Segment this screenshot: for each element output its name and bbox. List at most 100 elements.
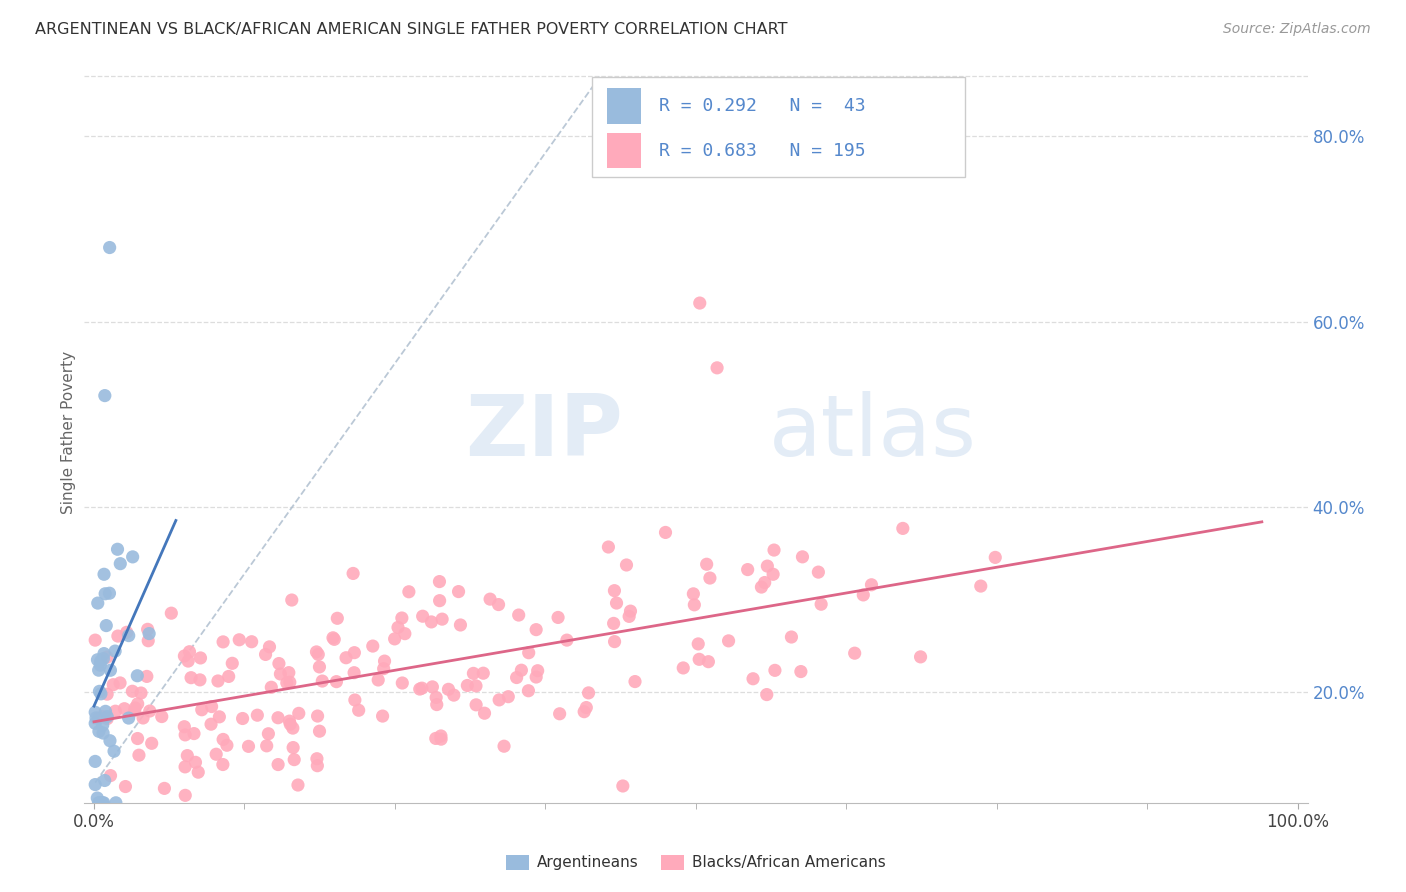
Point <box>86 791 108 805</box>
Point <box>754 575 776 590</box>
Text: atlas: atlas <box>769 391 977 475</box>
Point <box>212 757 235 772</box>
Point <box>603 634 626 648</box>
Point <box>287 778 309 792</box>
Point <box>184 756 207 770</box>
Point <box>371 709 394 723</box>
Point <box>232 712 254 726</box>
Point <box>94 389 117 403</box>
Point <box>572 705 595 719</box>
Point <box>96 712 118 726</box>
Point <box>619 604 641 618</box>
Point <box>763 664 786 678</box>
Point <box>411 681 433 695</box>
Point <box>307 648 329 662</box>
Point <box>208 710 231 724</box>
Point <box>283 753 305 767</box>
Point <box>127 731 149 746</box>
Point <box>891 521 914 535</box>
Point <box>89 658 111 673</box>
Point <box>654 525 676 540</box>
Point <box>110 557 132 571</box>
Point <box>412 609 434 624</box>
Point <box>183 726 205 740</box>
Point <box>810 597 832 611</box>
Point <box>212 635 235 649</box>
Point <box>398 584 420 599</box>
Point <box>98 586 121 600</box>
Point <box>124 701 146 715</box>
Point <box>437 682 460 697</box>
Text: ARGENTINEAN VS BLACK/AFRICAN AMERICAN SINGLE FATHER POVERTY CORRELATION CHART: ARGENTINEAN VS BLACK/AFRICAN AMERICAN SI… <box>35 22 787 37</box>
Point <box>524 623 547 637</box>
Point <box>218 669 240 683</box>
Point <box>683 598 706 612</box>
Point <box>200 717 222 731</box>
Point <box>108 676 131 690</box>
Text: ZIP: ZIP <box>465 391 623 475</box>
Point <box>94 587 117 601</box>
Point <box>342 566 364 581</box>
Point <box>100 663 122 677</box>
Point <box>322 631 344 645</box>
Point <box>612 779 634 793</box>
Point <box>852 588 875 602</box>
Point <box>555 633 578 648</box>
Point <box>87 796 110 810</box>
Point <box>176 748 198 763</box>
Point <box>488 598 510 612</box>
Point <box>103 678 125 692</box>
Point <box>177 654 200 668</box>
Point <box>430 729 453 743</box>
Point <box>84 633 107 648</box>
Point <box>420 615 443 629</box>
Point <box>118 629 141 643</box>
Point <box>281 740 304 755</box>
Point <box>335 650 357 665</box>
Point <box>127 669 149 683</box>
Point <box>136 633 159 648</box>
Point <box>107 542 129 557</box>
Point <box>447 584 470 599</box>
Point <box>174 728 197 742</box>
Point <box>790 665 813 679</box>
Point <box>98 240 121 254</box>
Point <box>688 637 710 651</box>
Point <box>174 760 197 774</box>
Point <box>479 592 502 607</box>
FancyBboxPatch shape <box>592 78 965 178</box>
Point <box>689 296 711 310</box>
Point <box>305 752 328 766</box>
Point <box>94 704 117 718</box>
Point <box>860 578 883 592</box>
Legend: Argentineans, Blacks/African Americans: Argentineans, Blacks/African Americans <box>501 848 891 877</box>
Point <box>430 612 453 626</box>
Point <box>96 618 118 632</box>
Point <box>104 796 127 810</box>
Point <box>190 651 212 665</box>
Point <box>751 580 773 594</box>
Point <box>347 703 370 717</box>
Point <box>281 721 304 735</box>
Point <box>91 796 114 810</box>
Point <box>373 662 395 676</box>
Point <box>135 669 157 683</box>
Point <box>384 632 406 646</box>
Point <box>456 678 478 692</box>
Point <box>87 663 110 677</box>
Y-axis label: Single Father Poverty: Single Father Poverty <box>60 351 76 514</box>
Point <box>257 727 280 741</box>
Point <box>188 673 211 687</box>
Point <box>112 702 135 716</box>
Point <box>617 609 640 624</box>
Point <box>517 646 540 660</box>
Point <box>278 714 301 728</box>
Point <box>84 755 107 769</box>
Point <box>699 571 721 585</box>
Point <box>792 549 814 564</box>
Point <box>200 699 222 714</box>
Point <box>472 666 495 681</box>
Point <box>107 629 129 643</box>
Point <box>422 680 444 694</box>
Point <box>672 661 695 675</box>
